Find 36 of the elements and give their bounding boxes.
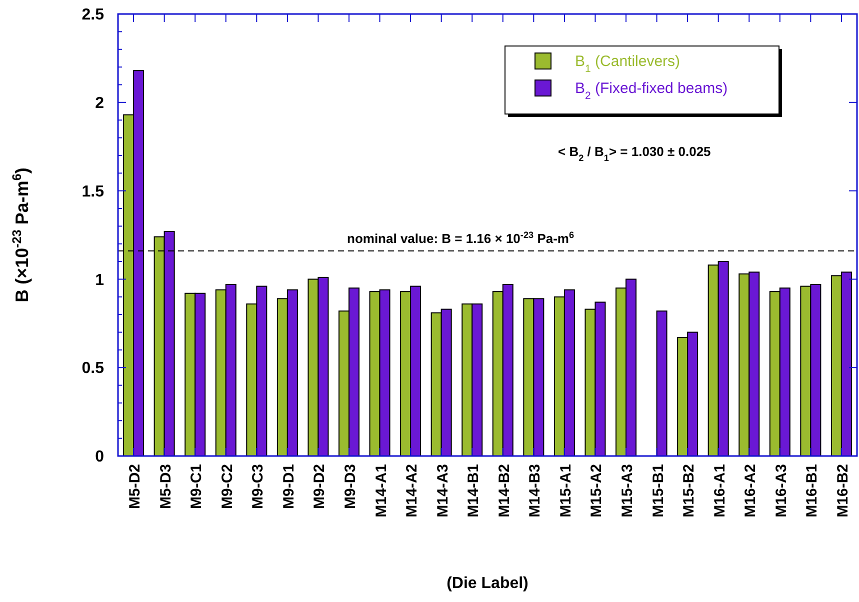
x-tick-label: M14-B1	[465, 464, 482, 518]
legend-label: B$_{1}$ (Cantilevers)	[575, 53, 680, 75]
x-tick-label: M14-B2	[496, 464, 513, 518]
y-tick-label: 0	[95, 448, 104, 466]
x-tick-label: M15-A3	[619, 464, 636, 518]
x-tick-label: M9-D3	[342, 464, 359, 510]
x-tick-label: M9-C3	[250, 464, 267, 510]
x-tick-label: M14-A3	[434, 464, 452, 518]
bar	[656, 310, 668, 456]
x-tick-label: M16-B2	[834, 464, 852, 518]
y-tick-label: 2	[95, 95, 104, 112]
legend-label: B$_{2}$ (Fixed-fixed beams)	[575, 80, 728, 102]
x-tick-label: M9-C2	[218, 464, 236, 510]
x-tick-label: M16-A3	[772, 464, 790, 518]
y-tick-label: 2.5	[82, 6, 104, 24]
x-tick-label: M9-D1	[280, 464, 298, 510]
ref-line-label: nominal value: B = 1.16 × 10$^{-23}$ Pa-m$^{6}$	[347, 230, 574, 246]
annotation: < B$_{2}$ / B$_{1}$> = 1.030 ± 0.025	[558, 144, 711, 163]
y-tick-label: 1	[95, 272, 104, 289]
x-tick-label: M16-A1	[711, 464, 728, 518]
x-tick-label: M16-B1	[804, 464, 821, 518]
y-tick-label: 0.5	[82, 360, 104, 378]
x-tick-label: M5-D2	[126, 464, 144, 510]
x-tick-label: M9-C1	[188, 464, 206, 510]
x-tick-label: M15-A1	[557, 464, 574, 518]
x-tick-label: M14-B3	[526, 464, 544, 518]
x-tick-label: M14-A1	[372, 464, 390, 518]
x-tick-label: M5-D3	[157, 464, 174, 510]
x-tick-label: M15-B2	[680, 464, 698, 518]
x-tick-label: M14-A2	[404, 464, 421, 518]
x-axis-title: (Die Label)	[446, 575, 528, 592]
x-tick-label: M15-B1	[650, 464, 667, 518]
x-tick-label: M16-A2	[742, 464, 760, 518]
x-tick-label: M9-D2	[311, 464, 328, 510]
y-tick-label: 1.5	[82, 183, 104, 200]
x-tick-label: M15-A2	[588, 464, 606, 518]
